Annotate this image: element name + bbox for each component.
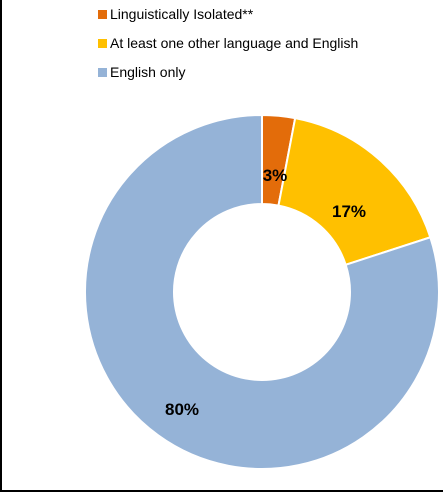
legend-swatch	[98, 9, 107, 19]
legend-swatch	[98, 67, 107, 77]
legend-swatch	[98, 38, 107, 48]
chart-legend: Linguistically Isolated** At least one o…	[98, 6, 358, 93]
legend-item-other-language-and-english: At least one other language and English	[98, 35, 358, 51]
legend-label: English only	[110, 64, 186, 80]
legend-item-english-only: English only	[98, 64, 358, 80]
legend-item-linguistically-isolated: Linguistically Isolated**	[98, 6, 358, 22]
donut-slice-english-only	[84, 113, 440, 470]
data-label-english-only: 80%	[165, 400, 199, 419]
donut-slice-other-language-and-english	[277, 116, 432, 267]
data-label-linguistically-isolated: 3%	[263, 166, 288, 185]
data-label-other-language-and-english: 17%	[332, 202, 366, 221]
legend-label: Linguistically Isolated**	[110, 6, 254, 22]
legend-label: At least one other language and English	[110, 35, 359, 51]
